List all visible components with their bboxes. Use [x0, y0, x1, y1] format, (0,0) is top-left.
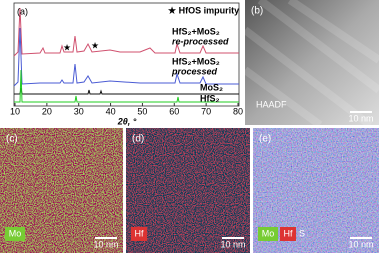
star: ★: [91, 40, 99, 50]
image: [245, 0, 379, 125]
element-label: Mo: [262, 228, 275, 238]
panel-label: (e): [259, 134, 271, 145]
curve-label: HfS₂+MoS₂: [172, 56, 220, 66]
scale-label: 10 nm: [220, 239, 245, 249]
curve-hfs2: [14, 69, 239, 103]
element-box: [5, 227, 25, 241]
element-label: Hf: [135, 228, 144, 238]
panel-label: (c): [6, 134, 18, 145]
scale-label: 10 nm: [348, 239, 373, 249]
star: ★: [63, 42, 71, 52]
curve-label: HfS₂+MoS₂: [172, 26, 220, 36]
panel-label: (d): [132, 134, 144, 145]
element-box: [258, 227, 278, 241]
legend: ★ HfOS impurity: [168, 5, 239, 15]
scale-label: 10 nm: [348, 113, 373, 123]
panel-label: (a): [17, 6, 28, 16]
x-tick-label: 50: [137, 106, 147, 116]
x-tick-label: 70: [201, 106, 211, 116]
element-box: [131, 227, 147, 241]
x-axis: 10 20 30 40 50 60 70 80: [10, 103, 243, 116]
x-tick-label: 60: [169, 106, 179, 116]
x-tick-label: 30: [74, 106, 84, 116]
x-tick-label: 40: [106, 106, 116, 116]
x-tick-label: 10: [10, 106, 20, 116]
plot-frame: [13, 2, 240, 107]
curve-label: MoS₂: [200, 82, 223, 92]
xrd-panel: (a) ★ HfOS impurity ★ ★ HfS₂+MoS₂ re-pro…: [10, 2, 243, 126]
mode-label: HAADF: [256, 99, 287, 109]
haadf-panel: (b) HAADF 10 nm: [242, 0, 379, 129]
curve-label: HfS₂: [200, 93, 220, 103]
element-label: Hf: [284, 228, 293, 238]
element-label: S: [299, 228, 305, 238]
mo-map: (c) Mo 10 nm: [0, 128, 123, 253]
hf-map: (d) Hf 10 nm: [126, 128, 250, 253]
x-tick-label: 20: [42, 106, 52, 116]
element-label: Mo: [9, 228, 22, 238]
curve-label: processed: [171, 66, 218, 76]
x-tick-label: 80: [233, 106, 243, 116]
panel-label: (b): [251, 6, 263, 17]
overlay-map: (e) Mo Hf S 10 nm: [253, 128, 379, 253]
curve-processed: [13, 27, 239, 87]
stripes: [242, 0, 379, 129]
curve-reprocessed: [13, 7, 239, 57]
scale-label: 10 nm: [93, 239, 118, 249]
element-box: [280, 227, 296, 241]
x-axis-label: 2θ, °: [117, 116, 137, 126]
curve-label: re-processed: [172, 36, 229, 46]
